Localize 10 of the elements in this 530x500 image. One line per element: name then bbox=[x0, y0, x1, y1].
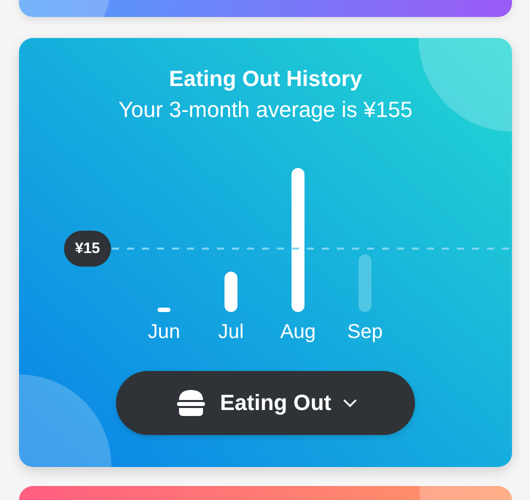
x-tick-label: Jun bbox=[148, 321, 180, 344]
chart-title: Eating Out History bbox=[168, 66, 362, 91]
x-tick-label: Jul bbox=[218, 321, 244, 344]
bar bbox=[358, 254, 372, 312]
x-tick-label: Sep bbox=[347, 321, 383, 344]
text: ¥15 bbox=[74, 240, 100, 258]
bar bbox=[292, 168, 304, 312]
x-tick-label: Aug bbox=[280, 321, 316, 344]
dropdown-button: Eating Out bbox=[116, 371, 415, 435]
chart-subtitle: Your 3-month average is ¥155 bbox=[118, 97, 412, 122]
